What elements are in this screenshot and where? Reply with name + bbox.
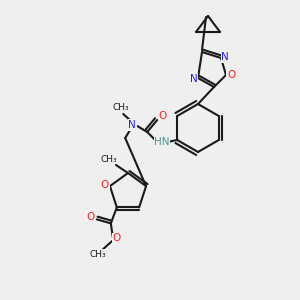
Text: O: O <box>101 180 109 190</box>
Text: O: O <box>87 212 95 222</box>
Text: CH₃: CH₃ <box>113 103 130 112</box>
Text: CH₃: CH₃ <box>89 250 106 259</box>
Text: O: O <box>227 70 235 80</box>
Text: O: O <box>158 111 166 121</box>
Text: O: O <box>113 233 121 243</box>
Text: N: N <box>128 120 136 130</box>
Text: HN: HN <box>154 137 170 147</box>
Text: N: N <box>221 52 229 62</box>
Text: CH₃: CH₃ <box>101 154 117 164</box>
Text: N: N <box>190 74 198 84</box>
